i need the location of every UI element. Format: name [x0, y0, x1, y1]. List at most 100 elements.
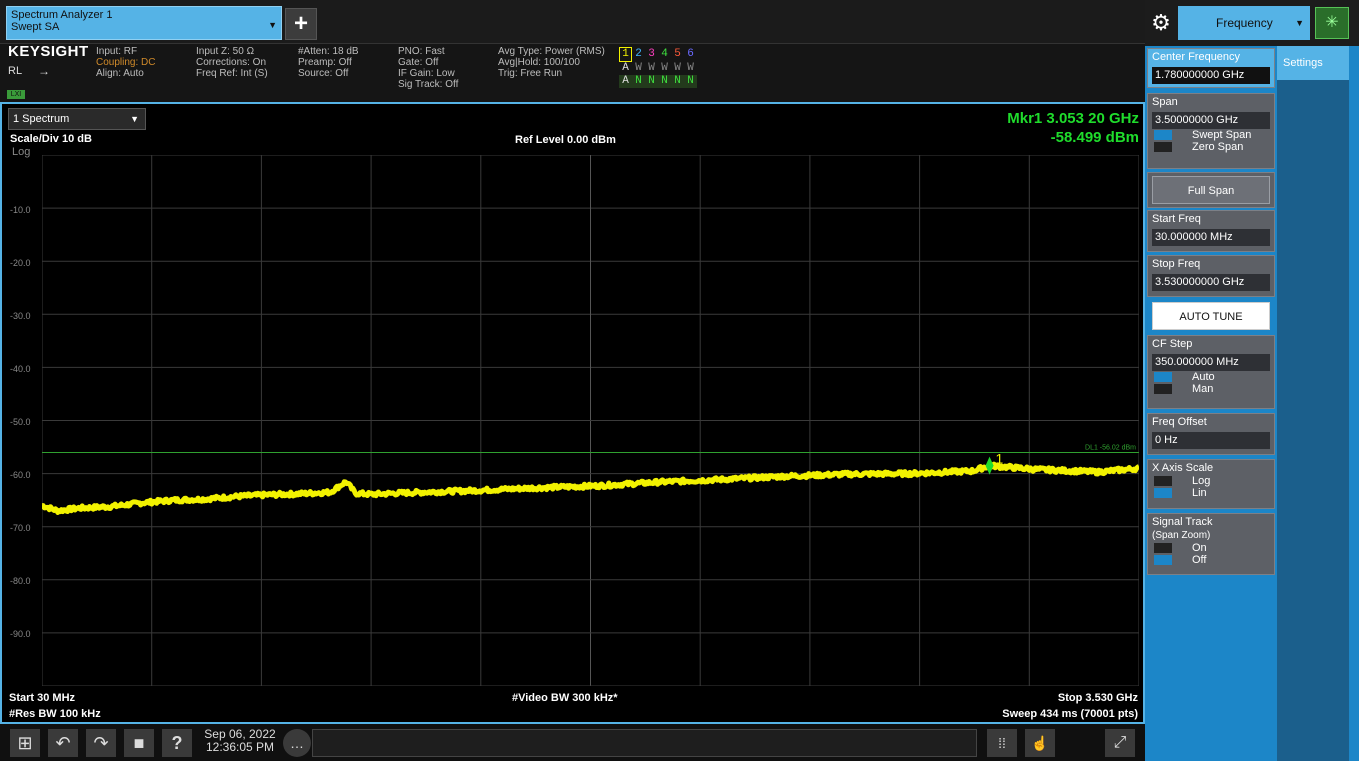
clock: Sep 06, 2022 12:36:05 PM: [200, 728, 280, 754]
window-selector-label: 1 Spectrum: [13, 113, 70, 125]
off-label: Off: [1192, 554, 1207, 566]
cf-step-auto-option[interactable]: Auto: [1152, 371, 1270, 383]
graticule: [42, 155, 1139, 686]
trace-detector: N: [661, 75, 668, 87]
marker-amplitude-readout: -58.499 dBm: [1050, 129, 1139, 146]
gear-icon[interactable]: ⚙: [1151, 10, 1171, 35]
add-measurement-button[interactable]: +: [285, 8, 317, 40]
measurement-tab[interactable]: Spectrum Analyzer 1 Swept SA ▼: [6, 6, 282, 40]
redo-icon[interactable]: ↷: [86, 729, 116, 757]
span-softkey[interactable]: Span 3.50000000 GHz Swept Span Zero Span: [1147, 93, 1275, 169]
ref-level-label[interactable]: Ref Level 0.00 dBm: [515, 134, 616, 146]
input-z-info: Input Z: 50 Ω Corrections: On Freq Ref: …: [196, 46, 268, 79]
preamp-text: Preamp: Off: [298, 57, 352, 68]
center-frequency-value[interactable]: 1.780000000 GHz: [1152, 67, 1270, 84]
x-scale-lin-option[interactable]: Lin: [1152, 487, 1270, 499]
tab-settings[interactable]: Settings: [1277, 46, 1349, 80]
radio-indicator: [1154, 488, 1172, 498]
status-icon[interactable]: ✳: [1315, 7, 1349, 39]
message-icon[interactable]: …: [283, 729, 311, 757]
center-frequency-softkey[interactable]: Center Frequency 1.780000000 GHz: [1147, 48, 1275, 88]
span-value[interactable]: 3.50000000 GHz: [1152, 112, 1270, 129]
on-label: On: [1192, 542, 1207, 554]
signal-track-off-option[interactable]: Off: [1152, 554, 1270, 566]
cf-step-value[interactable]: 350.000000 MHz: [1152, 354, 1270, 371]
cf-step-softkey[interactable]: CF Step 350.000000 MHz Auto Man: [1147, 335, 1275, 409]
trig-text: Trig: Free Run: [498, 68, 563, 79]
gate-text: Gate: Off: [398, 57, 439, 68]
marker-frequency-readout: Mkr1 3.053 20 GHz: [1007, 110, 1139, 127]
auto-tune-button[interactable]: AUTO TUNE: [1152, 302, 1270, 330]
y-tick-label: -50.0: [10, 417, 31, 427]
radio-indicator: [1154, 384, 1172, 394]
full-span-button[interactable]: Full Span: [1152, 176, 1270, 204]
help-icon[interactable]: ?: [162, 729, 192, 757]
start-freq-value[interactable]: 30.000000 MHz: [1152, 229, 1270, 246]
pno-info: PNO: Fast Gate: Off IF Gain: Low Sig Tra…: [398, 46, 458, 90]
trace-5[interactable]: 5: [674, 48, 681, 60]
tab-subtitle: Swept SA: [11, 21, 60, 33]
y-tick-label: -80.0: [10, 576, 31, 586]
trace-1[interactable]: 1: [619, 47, 632, 62]
freq-offset-softkey[interactable]: Freq Offset 0 Hz: [1147, 413, 1275, 455]
chevron-down-icon[interactable]: ▼: [268, 20, 277, 30]
touch-icon[interactable]: ☝: [1025, 729, 1055, 757]
trace-3[interactable]: 3: [648, 48, 655, 60]
stop-freq-softkey[interactable]: Stop Freq 3.530000000 GHz: [1147, 255, 1275, 297]
freq-offset-label: Freq Offset: [1152, 416, 1207, 428]
log-option-label: Log: [1192, 475, 1211, 487]
scale-div-label: Scale/Div 10 dB: [10, 133, 92, 145]
trace-detector: N: [635, 75, 642, 87]
start-freq-softkey[interactable]: Start Freq 30.000000 MHz: [1147, 210, 1275, 252]
cf-step-label: CF Step: [1152, 338, 1193, 350]
x-axis-scale-label: X Axis Scale: [1152, 462, 1214, 474]
zero-span-option[interactable]: Zero Span: [1152, 141, 1270, 153]
y-tick-label: -40.0: [10, 364, 31, 374]
trace-4[interactable]: 4: [661, 48, 668, 60]
sig-track-text: Sig Track: Off: [398, 79, 459, 90]
spectrum-plot-window[interactable]: [0, 102, 1145, 724]
avg-hold-text: Avg|Hold: 100/100: [498, 57, 580, 68]
radio-indicator: [1154, 130, 1172, 140]
trace-1-line: [42, 461, 1139, 515]
y-tick-label: -10.0: [10, 205, 31, 215]
signal-track-on-option[interactable]: On: [1152, 542, 1270, 554]
rl-label: RL: [8, 65, 23, 77]
input-arrow-icon: →: [38, 64, 50, 78]
marker-1-label: 1: [996, 451, 1004, 467]
stop-freq-value[interactable]: 3.530000000 GHz: [1152, 274, 1270, 291]
spectrum-graph[interactable]: DL1 -56.02 dBm 1: [42, 155, 1139, 686]
window-layout-icon[interactable]: ⁞⁞: [987, 729, 1017, 757]
trace-2[interactable]: 2: [635, 48, 642, 60]
trace-6[interactable]: 6: [687, 48, 694, 60]
atten-text: #Atten: 18 dB: [298, 46, 359, 57]
stop-freq-label: Stop Freq: [1152, 258, 1201, 270]
message-bar[interactable]: [312, 729, 977, 757]
display-line-label: DL1 -56.02 dBm: [1085, 444, 1136, 451]
x-scale-log-option[interactable]: Log: [1152, 475, 1270, 487]
folder-icon[interactable]: ■: [124, 729, 154, 757]
radio-indicator: [1154, 543, 1172, 553]
windows-start-icon[interactable]: ⊞: [10, 729, 40, 757]
log-label: Log: [12, 146, 31, 158]
signal-track-softkey[interactable]: Signal Track (Span Zoom) On Off: [1147, 513, 1275, 575]
tab-title: Spectrum Analyzer 1: [11, 9, 113, 21]
marker-1-diamond[interactable]: [985, 456, 994, 475]
input-info: Input: RF Coupling: DC Align: Auto: [96, 46, 155, 79]
man-label: Man: [1192, 383, 1214, 395]
swept-span-option[interactable]: Swept Span: [1152, 129, 1270, 141]
window-selector[interactable]: 1 Spectrum ▼: [8, 108, 146, 130]
sweep-time-label: Sweep 434 ms (70001 pts): [1002, 708, 1138, 720]
undo-icon[interactable]: ↶: [48, 729, 78, 757]
fullscreen-icon[interactable]: ⤢: [1105, 729, 1135, 757]
freq-offset-value[interactable]: 0 Hz: [1152, 432, 1270, 449]
cf-step-man-option[interactable]: Man: [1152, 383, 1270, 395]
trace-type: W: [648, 62, 655, 74]
x-axis-scale-softkey[interactable]: X Axis Scale Log Lin: [1147, 459, 1275, 509]
input-z-text: Input Z: 50 Ω: [196, 46, 255, 57]
frequency-menu-button[interactable]: Frequency ▼: [1178, 6, 1310, 40]
trace-type: A: [622, 62, 629, 74]
